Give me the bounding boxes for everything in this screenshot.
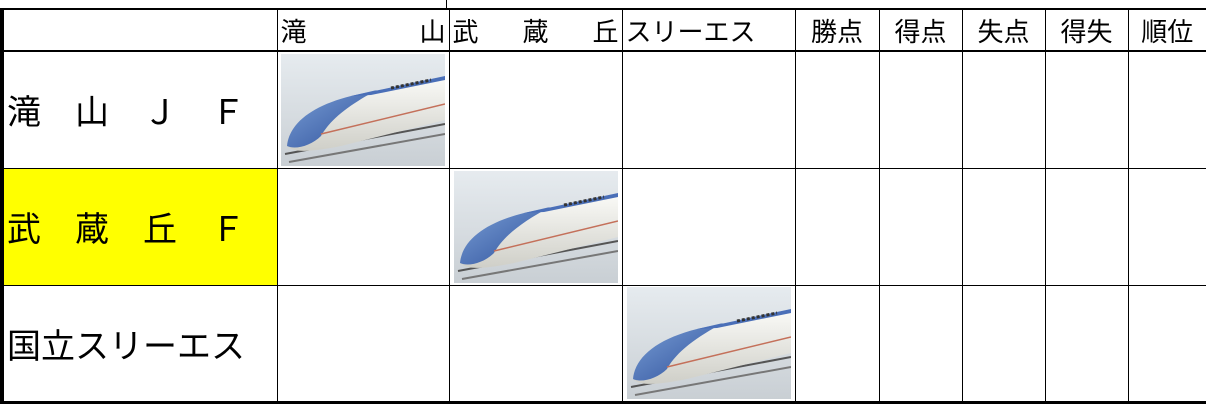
empty-cell [1044,50,1129,169]
train-image [281,53,445,166]
team-row: 武 蔵 丘 Ｆ Ｃ [0,167,1206,286]
image-cell [448,167,623,286]
column-header: スリーエス [621,8,796,52]
column-header: 勝点 [794,8,880,52]
empty-cell [621,50,796,169]
empty-cell [276,284,450,404]
empty-cell [878,167,963,286]
empty-cell [794,167,880,286]
empty-cell [621,167,796,286]
empty-cell [448,50,623,169]
column-header: 得失 [1044,8,1129,52]
empty-cell [961,284,1046,404]
empty-cell [878,50,963,169]
train-image [626,287,791,399]
empty-cell [1127,167,1206,286]
column-header: 滝 山 [276,8,450,52]
team-row: 国立スリーエス [0,284,1206,404]
empty-cell [794,284,880,404]
column-header: 順位 [1127,8,1206,52]
header-row: 滝 山武 蔵 丘スリーエス 勝点 得点 失点 得失 順位 [0,8,1206,52]
corner-cell [0,8,278,52]
row-label: 武 蔵 丘 Ｆ Ｃ [0,167,278,286]
empty-cell [448,284,623,404]
team-row: 滝 山 Ｊ Ｆ Ｃ [0,50,1206,169]
empty-cell [1127,284,1206,404]
column-header: 得点 [878,8,963,52]
empty-cell [961,50,1046,169]
image-cell [276,50,450,169]
train-image [453,170,618,283]
row-label: 国立スリーエス [0,284,278,404]
empty-cell [1044,284,1129,404]
column-header: 失点 [961,8,1046,52]
empty-cell [276,167,450,286]
image-cell [621,284,796,404]
stub-line [446,0,447,9]
empty-cell [878,284,963,404]
empty-cell [1127,50,1206,169]
empty-cell [1044,167,1129,286]
empty-cell [794,50,880,169]
empty-cell [961,167,1046,286]
row-label: 滝 山 Ｊ Ｆ Ｃ [0,50,278,169]
column-header: 武 蔵 丘 [448,8,623,52]
